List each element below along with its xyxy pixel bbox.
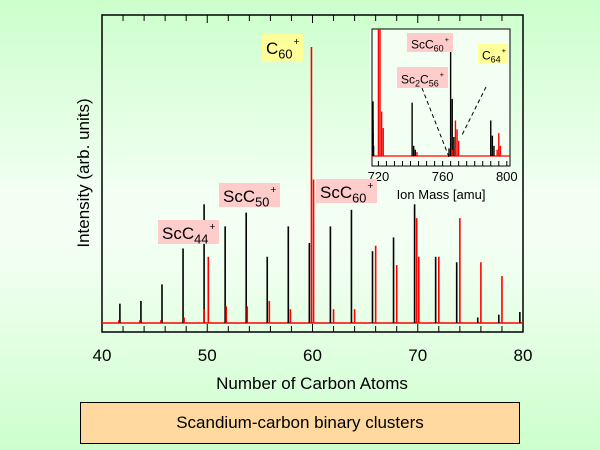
- label-superscript: +: [209, 222, 216, 233]
- main-x-ticks: [122, 15, 503, 332]
- x-tick-label: 80: [514, 346, 533, 365]
- inset-x-ticks: [377, 161, 508, 166]
- label-superscript: +: [444, 35, 449, 44]
- label-subscript: 60: [278, 46, 293, 62]
- label-text: C: [482, 48, 491, 63]
- label-scc60-main: ScC60+: [316, 179, 378, 206]
- label-scc60-inset: ScC60+: [407, 33, 453, 54]
- label-text: Sc: [401, 72, 416, 87]
- x-tick-label: 60: [303, 346, 322, 365]
- main-x-axis-label: Number of Carbon Atoms: [216, 374, 408, 393]
- x-tick-label: 40: [93, 346, 112, 365]
- label-superscript: +: [501, 46, 506, 55]
- main-series-black: [119, 204, 521, 323]
- label-subscript: 60: [433, 43, 444, 54]
- main-plot: 40 50 60 70 80 Number of Carbon Atoms Intens…: [74, 14, 533, 393]
- x-tick-label: 70: [408, 346, 427, 365]
- main-y-axis-label: Intensity (arb. units): [74, 98, 93, 247]
- label-text: C: [420, 72, 429, 87]
- x-tick-label: 50: [198, 346, 217, 365]
- label-text: C: [266, 39, 279, 59]
- label-subscript: 60: [352, 190, 367, 206]
- label-scc44: ScC44+: [158, 220, 220, 247]
- label-scc50: ScC50+: [219, 183, 281, 210]
- label-subscript: 56: [428, 78, 439, 89]
- main-x-tick-labels: 40 50 60 70 80: [93, 346, 533, 365]
- label-superscript: +: [270, 185, 277, 196]
- label-text: ScC: [320, 183, 353, 203]
- label-superscript: +: [439, 70, 444, 79]
- label-c60: C60+: [262, 34, 304, 62]
- inset-x-tick-label: 760: [432, 169, 454, 184]
- inset-series-black: [372, 41, 495, 156]
- label-sc2c56: Sc2C56+: [397, 67, 448, 88]
- inset-x-axis-label: Ion Mass [amu]: [397, 187, 486, 202]
- inset-series-red: [377, 29, 502, 156]
- c64-pointer-line: [460, 86, 487, 138]
- label-subscript: 64: [490, 54, 501, 65]
- label-subscript: 50: [255, 194, 270, 210]
- main-series-red: [118, 47, 503, 323]
- label-text: ScC: [411, 37, 434, 52]
- inset-x-tick-labels: 720 760 800: [368, 169, 518, 184]
- label-text: ScC: [162, 224, 195, 244]
- label-subscript: 44: [194, 231, 209, 247]
- caption-text: Scandium-carbon binary clusters: [176, 413, 424, 432]
- label-superscript: +: [293, 37, 300, 48]
- label-c64: C64+: [478, 44, 508, 65]
- sc2c56-pointer-line: [421, 87, 450, 158]
- label-superscript: +: [367, 181, 374, 192]
- label-subscript: 2: [415, 78, 421, 89]
- inset-frame: [371, 28, 511, 167]
- inset-x-tick-label: 800: [496, 169, 518, 184]
- caption-box: Scandium-carbon binary clusters: [80, 402, 520, 444]
- label-text: ScC: [223, 187, 256, 207]
